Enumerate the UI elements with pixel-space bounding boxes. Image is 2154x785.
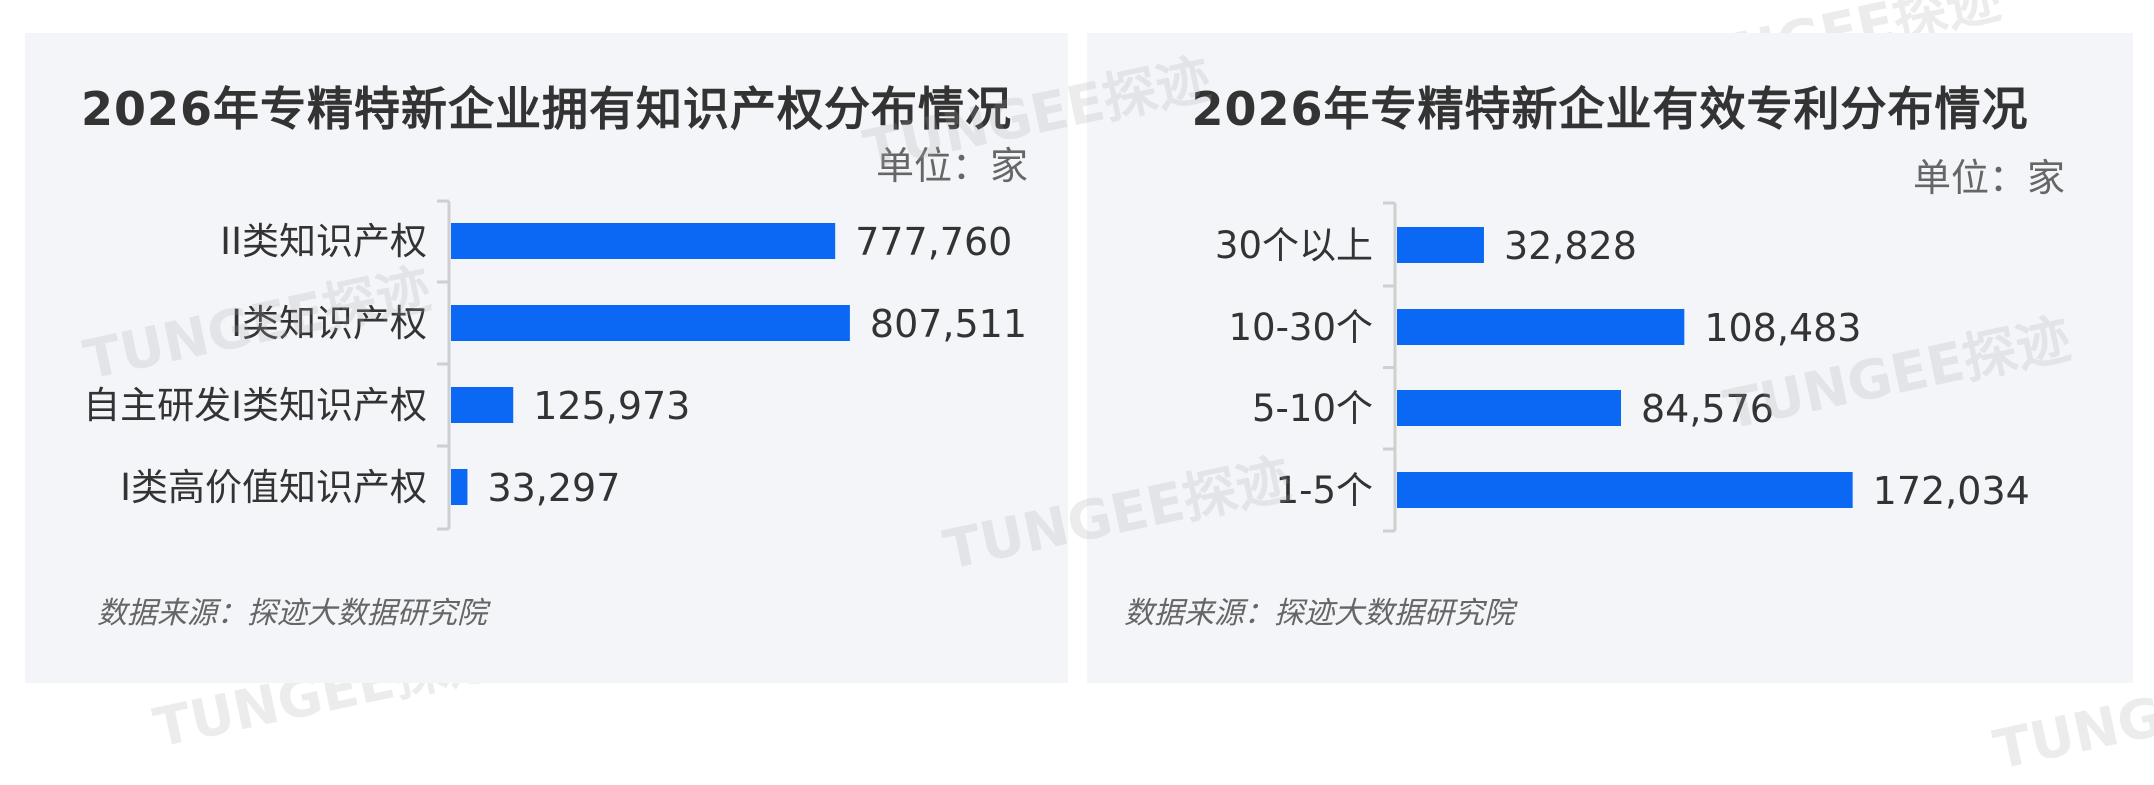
value-label: 108,483 [1704, 306, 1861, 350]
bar [1397, 390, 1622, 426]
category-label: 1-5个 [1276, 469, 1373, 512]
bar [451, 387, 514, 423]
category-label: 10-30个 [1228, 306, 1373, 349]
bar [1397, 227, 1484, 263]
value-label: 807,511 [870, 302, 1027, 346]
data-source: 数据来源：探迹大数据研究院 [97, 596, 487, 631]
value-label: 125,973 [533, 384, 690, 428]
bar [451, 305, 850, 341]
category-label: 5-10个 [1252, 387, 1373, 430]
unit-label: 单位：家 [1912, 156, 2065, 200]
data-source: 数据来源：探迹大数据研究院 [1124, 596, 1514, 631]
value-label: 33,297 [487, 466, 620, 510]
category-label: 30个以上 [1215, 224, 1373, 267]
category-label: 自主研发I类知识产权 [83, 384, 427, 427]
bar [451, 469, 468, 505]
value-label: 777,760 [855, 220, 1012, 264]
value-label: 84,576 [1641, 387, 1774, 431]
unit-label: 单位：家 [875, 144, 1028, 188]
chart-title: 2026年专精特新企业拥有知识产权分布情况 [80, 82, 1013, 136]
patent-distribution-chart-panel: 2026年专精特新企业有效专利分布情况 单位：家 30个以上 32,828 10-3… [1087, 33, 2133, 683]
category-label: I类高价值知识产权 [120, 466, 427, 509]
ip-bar-chart: II类知识产权 777,760 I类知识产权 807,511 自主研发I类知识产权 125… [83, 199, 1027, 531]
value-label: 172,034 [1873, 469, 2030, 513]
chart-title: 2026年专精特新企业有效专利分布情况 [1191, 82, 2029, 136]
bar [1397, 472, 1853, 508]
bar [1397, 309, 1685, 345]
category-label: I类知识产权 [231, 302, 427, 345]
bar [451, 223, 836, 259]
patent-bar-chart: 30个以上 32,828 10-30个 108,483 5-10个 84,576 1-5个 1… [1215, 201, 2030, 533]
category-label: II类知识产权 [220, 220, 427, 263]
ip-distribution-chart-panel: 2026年专精特新企业拥有知识产权分布情况 单位：家 II类知识产权 777,76… [25, 33, 1068, 683]
value-label: 32,828 [1504, 224, 1637, 268]
